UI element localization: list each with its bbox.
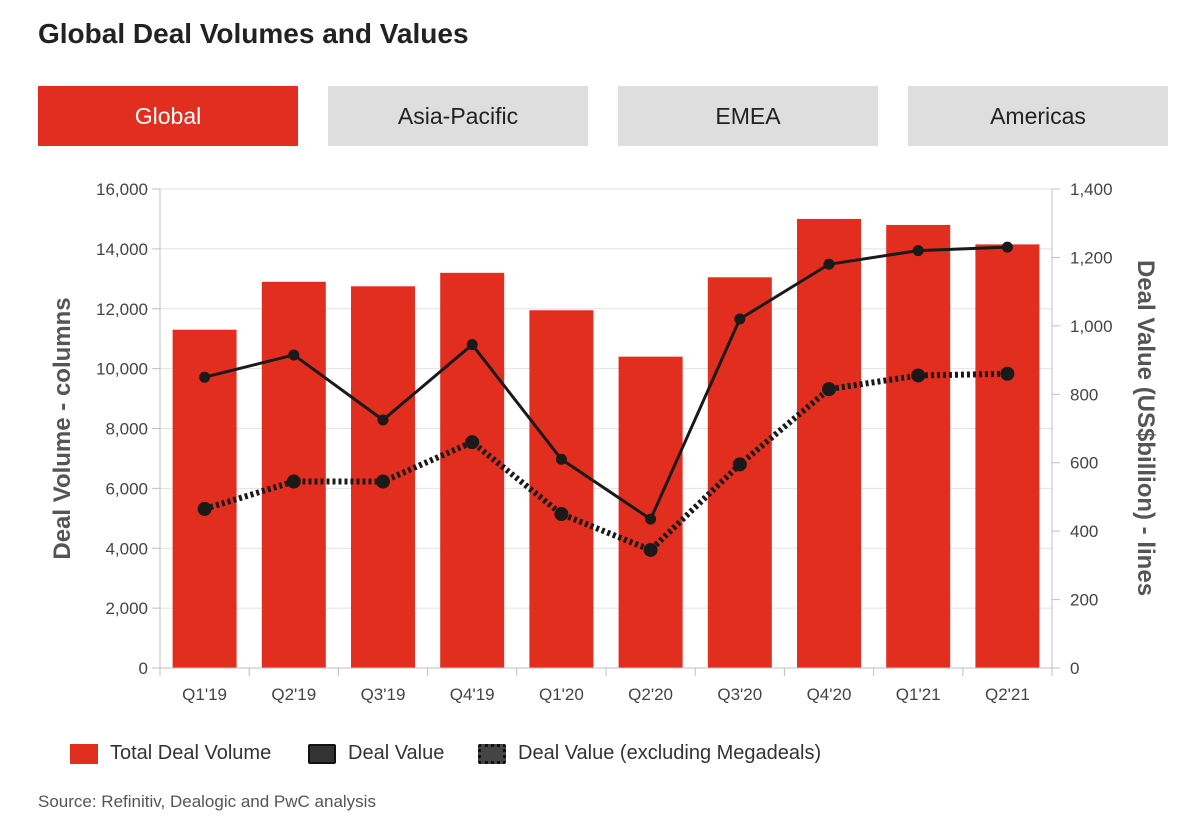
legend-label-volume: Total Deal Volume xyxy=(110,742,272,764)
tab-americas[interactable]: Americas xyxy=(908,86,1168,146)
bar xyxy=(797,218,861,668)
y2-tick-label: 800 xyxy=(1070,385,1098,404)
y2-tick-label: 1,000 xyxy=(1070,317,1113,336)
bar xyxy=(172,329,237,668)
point-deal-value xyxy=(645,513,657,525)
y2-tick-label: 1,400 xyxy=(1070,180,1113,199)
y2-tick-label: 0 xyxy=(1070,659,1079,678)
page-title: Global Deal Volumes and Values xyxy=(38,18,469,49)
legend-swatch-value xyxy=(308,744,336,764)
line-deal-value xyxy=(204,245,1008,522)
x-tick-label: Q3'20 xyxy=(717,685,762,704)
point-deal-value-ex-megadeals xyxy=(1000,366,1015,381)
tab-global[interactable]: Global xyxy=(38,86,298,146)
y2-tick-label: 600 xyxy=(1070,454,1098,473)
y-tick-label: 2,000 xyxy=(105,599,148,618)
x-tick-label: Q3'19 xyxy=(361,685,406,704)
region-tabs: Global Asia-Pacific EMEA Americas xyxy=(38,86,1168,148)
point-deal-value-ex-megadeals xyxy=(376,474,390,489)
point-deal-value xyxy=(288,349,300,361)
y-tick-label: 14,000 xyxy=(96,240,148,259)
x-tick-label: Q2'19 xyxy=(271,685,316,704)
point-deal-value-ex-megadeals xyxy=(822,382,836,397)
x-tick-label: Q4'19 xyxy=(450,685,495,704)
point-deal-value xyxy=(555,453,567,465)
point-deal-value xyxy=(377,414,389,426)
point-deal-value-ex-megadeals xyxy=(643,542,658,557)
point-deal-value xyxy=(734,313,746,325)
legend-swatch-value-ex xyxy=(478,744,506,764)
y-tick-label: 8,000 xyxy=(105,420,148,439)
point-deal-value-ex-megadeals xyxy=(554,507,569,522)
point-deal-value xyxy=(466,339,478,351)
line-deal-value-ex-megadeals xyxy=(203,370,1008,554)
x-tick-label: Q4'20 xyxy=(807,685,852,704)
y-tick-label: 0 xyxy=(139,659,148,678)
y-axis-title: Deal Volume - columns xyxy=(49,297,76,559)
point-deal-value-ex-megadeals xyxy=(911,368,926,383)
legend-label-value: Deal Value xyxy=(348,742,445,764)
y-tick-label: 10,000 xyxy=(96,360,148,379)
y-tick-label: 16,000 xyxy=(96,180,148,199)
bar xyxy=(440,272,505,668)
point-deal-value xyxy=(912,245,924,257)
point-deal-value-ex-megadeals xyxy=(197,501,212,516)
bar xyxy=(975,244,1040,668)
legend-label-value-ex: Deal Value (excluding Megadeals) xyxy=(518,742,822,764)
tab-emea[interactable]: EMEA xyxy=(618,86,878,146)
y2-tick-label: 1,200 xyxy=(1070,248,1113,267)
point-deal-value xyxy=(823,258,835,270)
legend-swatch-volume xyxy=(70,744,98,764)
x-tick-label: Q2'21 xyxy=(985,685,1030,704)
deal-chart: 0 2,000 4,000 6,000 8,000 10,000 12,000 14,000 1… xyxy=(49,180,1159,704)
y2-tick-label: 400 xyxy=(1070,522,1098,541)
y-tick-label: 6,000 xyxy=(105,479,148,498)
y2-tick-label: 200 xyxy=(1070,591,1098,610)
x-tick-label: Q1'19 xyxy=(182,685,227,704)
bar xyxy=(886,224,951,669)
point-deal-value-ex-megadeals xyxy=(732,457,747,472)
x-tick-label: Q1'21 xyxy=(896,685,941,704)
y2-axis-title: Deal Value (US$billion) - lines xyxy=(1132,260,1159,596)
point-deal-value xyxy=(1001,241,1013,253)
point-deal-value xyxy=(199,371,211,383)
y-tick-label: 12,000 xyxy=(96,300,148,319)
source-note: Source: Refinitiv, Dealogic and PwC anal… xyxy=(38,792,376,811)
point-deal-value-ex-megadeals xyxy=(465,435,480,450)
bar xyxy=(707,277,772,668)
y-tick-label: 4,000 xyxy=(105,539,148,558)
x-tick-label: Q2'20 xyxy=(628,685,673,704)
point-deal-value-ex-megadeals xyxy=(286,474,301,489)
tab-asia-pacific[interactable]: Asia-Pacific xyxy=(328,86,588,146)
bar xyxy=(529,310,594,668)
x-tick-label: Q1'20 xyxy=(539,685,584,704)
bar xyxy=(618,356,683,668)
